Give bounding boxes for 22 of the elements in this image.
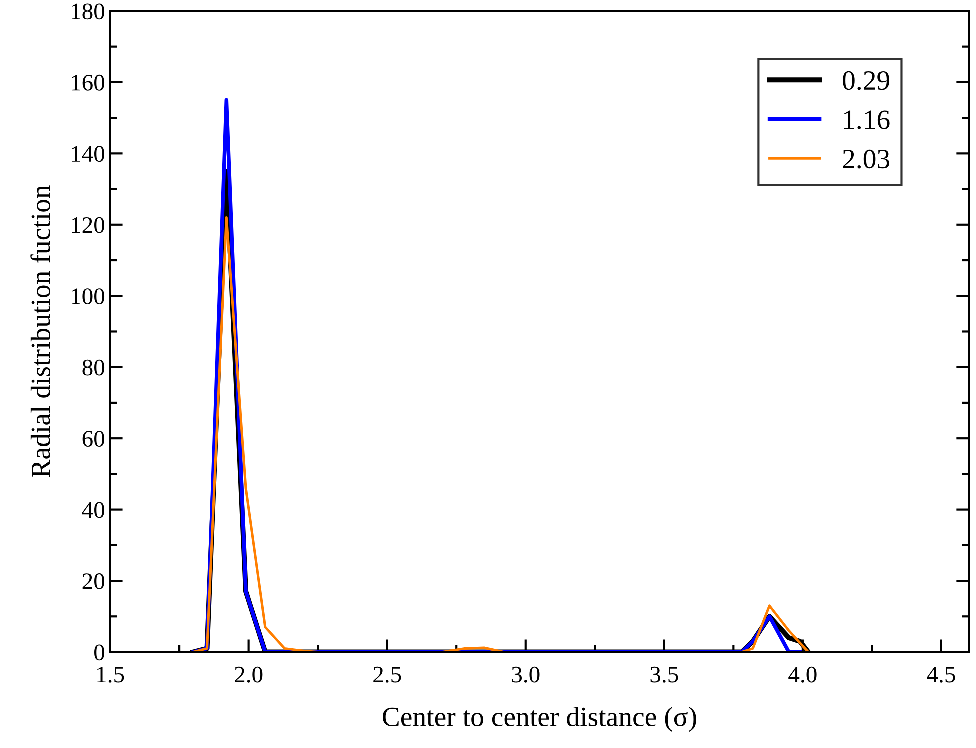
legend-label: 2.03 [843,150,890,169]
y-tick-label: 0 [94,644,105,661]
x-tick-label: 4.0 [788,666,817,683]
y-axis-title: Radial distribution fuction [30,186,50,478]
x-tick-label: 3.0 [512,666,540,683]
x-tick-label: 1.5 [98,666,124,683]
x-axis-title: Center to center distance (σ) [382,707,696,732]
x-tick-label: 4.5 [927,666,956,683]
y-tick-label: 100 [72,288,105,305]
y-tick-label: 180 [72,4,105,20]
x-tick-label: 2.5 [374,666,402,683]
y-tick-label: 160 [72,74,105,91]
y-tick-label: 80 [82,360,105,376]
legend-label: 1.16 [844,110,890,130]
x-tick-label: 2.0 [235,666,263,683]
y-tick-label: 40 [82,502,105,518]
y-tick-label: 60 [82,431,105,447]
y-tick-label: 140 [72,146,105,162]
x-tick-label: 3.5 [650,666,678,683]
y-tick-label: 120 [72,217,105,234]
y-tick-label: 20 [82,574,105,590]
legend-label: 0.29 [843,71,890,90]
